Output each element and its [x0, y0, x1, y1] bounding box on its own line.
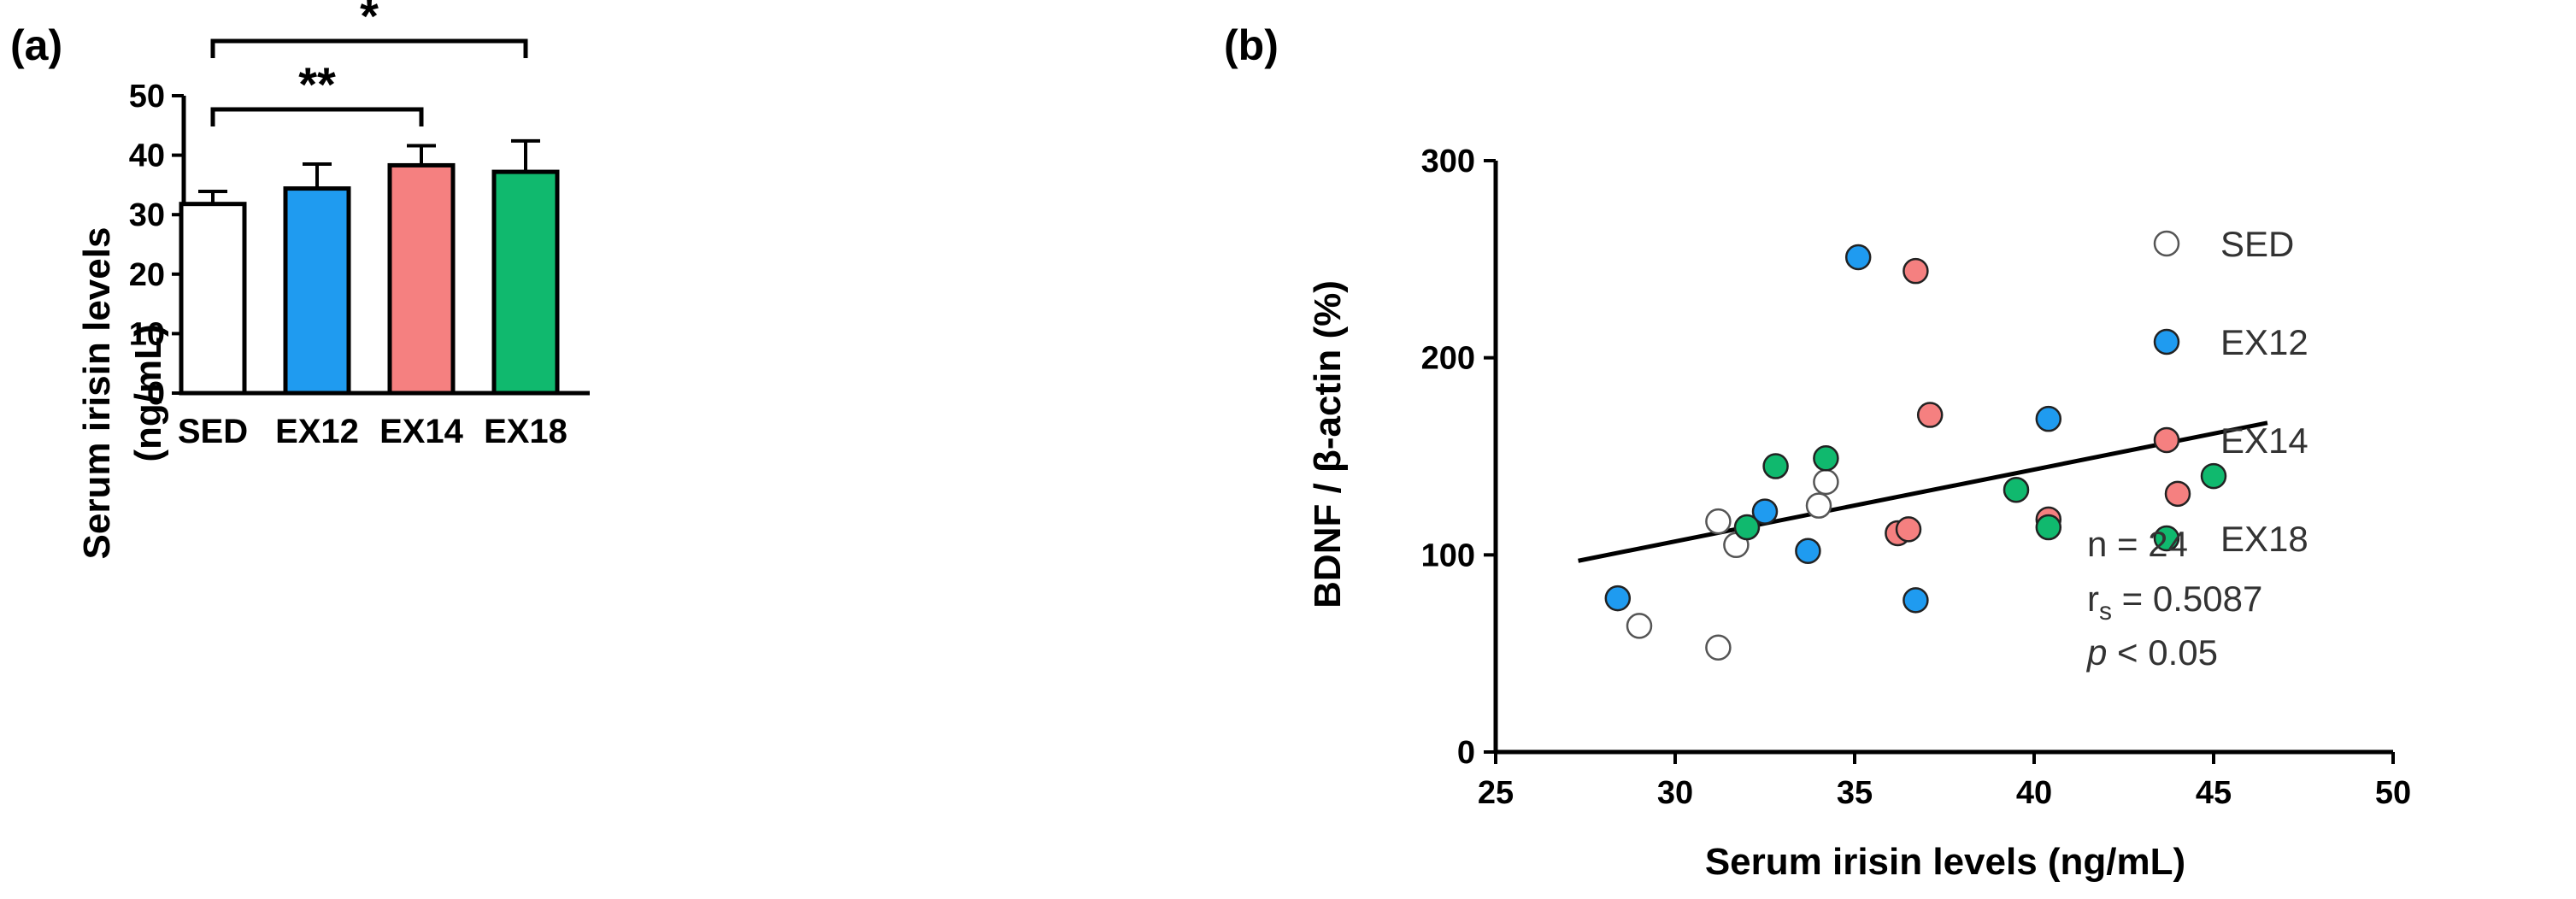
panel-a-ytick-label: 40 — [129, 138, 165, 174]
point-ex12 — [1604, 585, 1632, 612]
point-sed — [1705, 634, 1732, 661]
point-ex18 — [2035, 514, 2062, 541]
legend-marker-ex18 — [2153, 525, 2180, 552]
panel-b-xtick-label: 30 — [1657, 775, 1693, 811]
category-label-ex12: EX12 — [275, 413, 359, 450]
regression-line — [1578, 420, 2268, 563]
point-ex12 — [1844, 244, 1872, 271]
legend-marker-ex12 — [2153, 328, 2180, 355]
panel-b: (b) BDNF / β-actin (%) Serum irisin leve… — [1224, 21, 2411, 883]
category-label-ex18: EX18 — [484, 413, 568, 450]
panel-a-ytick-label: 30 — [129, 197, 165, 233]
panel-a-ytick-label: 20 — [129, 257, 165, 293]
panel-b-xtick-label: 35 — [1837, 775, 1873, 811]
panel-a-ytick-label: 10 — [129, 316, 165, 352]
point-ex12 — [2035, 405, 2062, 432]
stat-p: p < 0.05 — [2085, 632, 2218, 673]
bar-sed — [179, 202, 247, 396]
point-sed — [1805, 492, 1832, 519]
panel-a-ylabel-line2: (ng/mL) — [127, 324, 169, 461]
panel-b-ytick-label: 100 — [1421, 538, 1475, 573]
bar-ex14 — [387, 162, 456, 396]
panel-a: (a) Serum irisin levels (ng/mL) 0 10 20 30 4… — [10, 0, 590, 559]
legend-label-ex14: EX14 — [2220, 420, 2308, 461]
panel-b-xtick-label: 25 — [1478, 775, 1514, 811]
panel-b-xtick-label: 50 — [2375, 775, 2411, 811]
legend-marker-ex14 — [2153, 426, 2180, 454]
legend-label-ex18: EX18 — [2220, 519, 2308, 559]
category-label-sed: SED — [178, 413, 248, 450]
legend-label-sed: SED — [2220, 224, 2294, 264]
point-ex14 — [2164, 480, 2191, 508]
point-ex14 — [1903, 257, 1929, 285]
point-ex18 — [1813, 445, 1839, 472]
legend-label-ex12: EX12 — [2220, 322, 2308, 362]
point-sed — [1626, 613, 1653, 639]
point-ex18 — [2003, 476, 2030, 503]
panel-a-ytick-label: 50 — [129, 79, 165, 115]
point-sed — [1813, 468, 1839, 496]
panel-a-ylabel-line1: Serum irisin levels — [76, 227, 118, 560]
significance-bracket-ex14 — [210, 107, 424, 126]
bar-ex18 — [491, 169, 560, 396]
panel-b-ylabel: BDNF / β-actin (%) — [1307, 280, 1349, 608]
panel-b-ytick-label: 300 — [1421, 144, 1475, 179]
point-ex12 — [1795, 538, 1821, 564]
bar-ex12 — [283, 186, 351, 396]
panel-b-xlabel: Serum irisin levels (ng/mL) — [1705, 841, 2185, 883]
panel-b-ytick-label: 0 — [1457, 735, 1475, 771]
point-ex14 — [1895, 516, 1922, 543]
panel-b-label: (b) — [1224, 21, 1279, 69]
panel-b-xtick-label: 45 — [2196, 775, 2232, 811]
panel-a-ytick-label: 0 — [147, 376, 165, 412]
stats-block: n = 24 rs = 0.5087 p < 0.05 — [2085, 524, 2262, 673]
category-label-ex14: EX14 — [379, 413, 464, 450]
point-ex18 — [2200, 462, 2227, 490]
legend-marker-sed — [2153, 230, 2180, 257]
stat-rs: rs = 0.5087 — [2087, 579, 2262, 626]
point-ex18 — [1733, 514, 1761, 541]
significance-bracket-ex18 — [210, 38, 528, 58]
panel-a-label: (a) — [10, 21, 62, 69]
significance-label-ex14: ** — [298, 57, 336, 111]
point-sed — [1705, 508, 1732, 535]
significance-label-ex18: * — [360, 0, 379, 43]
stat-n: n = 24 — [2087, 524, 2188, 564]
panel-b-ytick-label: 200 — [1421, 341, 1475, 377]
point-ex14 — [1916, 402, 1944, 428]
point-ex12 — [1751, 498, 1779, 525]
point-ex12 — [1903, 587, 1929, 614]
panel-b-xtick-label: 40 — [2016, 775, 2052, 811]
point-ex18 — [1762, 453, 1789, 479]
